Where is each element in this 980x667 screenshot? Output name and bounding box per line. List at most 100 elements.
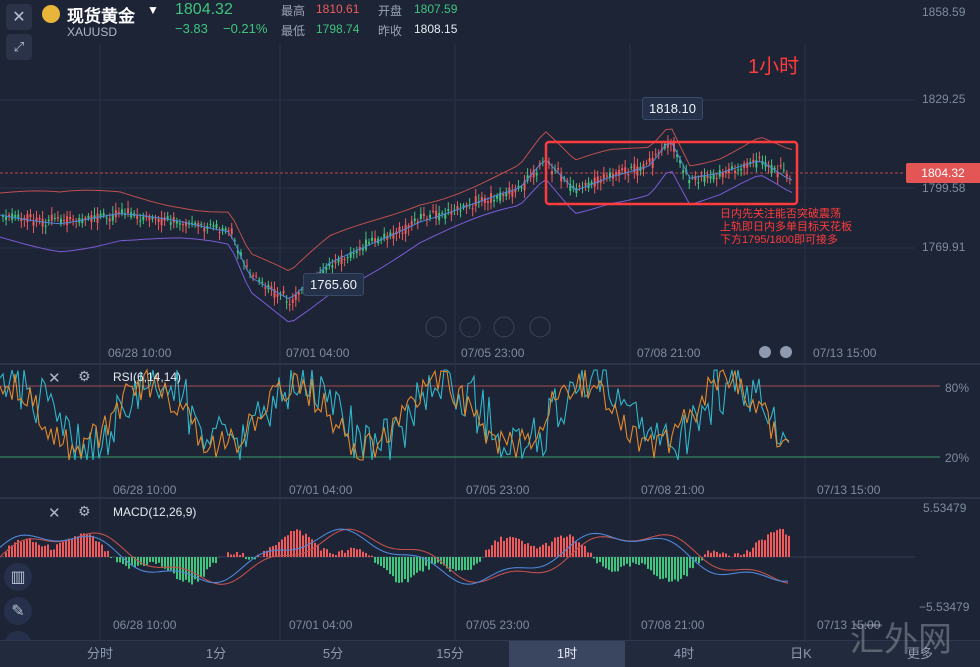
macd-histogram-bar [386, 557, 388, 570]
macd-histogram-bar [245, 557, 247, 559]
macd-histogram-bar [509, 537, 511, 557]
candle-body [209, 224, 211, 225]
candle-body [231, 228, 233, 234]
bollinger-lower [0, 172, 792, 322]
high-label: 最高 [281, 2, 305, 19]
candle-body [521, 187, 523, 188]
chart-type-icon[interactable]: ▥ [4, 563, 32, 591]
macd-histogram-bar [107, 551, 109, 557]
gear-icon[interactable]: ⚙ [78, 368, 91, 385]
macd-histogram-bar [158, 557, 160, 563]
macd-histogram-bar [320, 550, 322, 557]
macd-histogram-bar [617, 557, 619, 571]
macd-histogram-bar [278, 542, 280, 557]
candle-body [277, 294, 279, 297]
playback-control-icon [494, 317, 514, 337]
macd-histogram-bar [668, 557, 670, 582]
macd-histogram-bar [389, 557, 391, 574]
macd-histogram-bar [758, 540, 760, 557]
macd-histogram-bar [413, 557, 415, 575]
expand-icon[interactable]: ⤢ [6, 34, 32, 60]
macd-histogram-bar [185, 557, 187, 580]
macd-histogram-bar [152, 557, 154, 562]
candle-body [264, 287, 266, 288]
macd-histogram-bar [314, 543, 316, 557]
gear-icon[interactable]: ⚙ [78, 503, 91, 520]
macd-histogram-bar [710, 553, 712, 557]
candle-body [636, 166, 638, 175]
macd-histogram-bar [44, 546, 46, 557]
tab-5m[interactable]: 5分 [275, 641, 391, 667]
rsi-title: RSI(6,14,14) [113, 370, 181, 384]
pencil-icon[interactable]: ✎ [4, 597, 32, 625]
tab-15m[interactable]: 15分 [392, 641, 508, 667]
macd-histogram-bar [335, 555, 337, 557]
macd-histogram-bar [392, 557, 394, 576]
macd-histogram-bar [86, 534, 88, 557]
macd-histogram-bar [623, 557, 625, 566]
macd-histogram-bar [470, 557, 472, 570]
candle-body [170, 222, 172, 224]
candle-body [212, 226, 214, 227]
playback-control-icon [426, 317, 446, 337]
macd-histogram-bar [476, 557, 478, 564]
macd-histogram-bar [362, 552, 364, 557]
close-icon[interactable]: ✕ [6, 4, 32, 30]
macd-histogram-bar [536, 548, 538, 557]
macd-histogram-bar [29, 538, 31, 557]
candle-body [630, 167, 632, 168]
macd-histogram-bar [395, 557, 397, 582]
chevron-down-icon[interactable]: ▼ [147, 3, 159, 17]
macd-histogram-bar [533, 546, 535, 557]
macd-histogram-bar [92, 536, 94, 557]
macd-histogram-bar [41, 546, 43, 557]
tab-4h[interactable]: 4时 [626, 641, 742, 667]
candle-body [246, 265, 248, 266]
close-icon[interactable]: ✕ [48, 369, 61, 387]
macd-histogram-bar [308, 537, 310, 557]
macd-histogram-bar [161, 557, 163, 567]
x-label: 07/01 04:00 [289, 618, 352, 632]
candle-body [48, 220, 50, 221]
macd-histogram-bar [596, 557, 598, 563]
candle-body [182, 224, 184, 225]
macd-histogram-bar [269, 547, 271, 557]
close-icon[interactable]: ✕ [48, 504, 61, 522]
macd-histogram-bar [755, 542, 757, 557]
macd-histogram-bar [206, 557, 208, 569]
macd-histogram-bar [650, 557, 652, 570]
macd-histogram-bar [656, 557, 658, 576]
macd-histogram-bar [425, 557, 427, 566]
candle-body [72, 219, 74, 220]
candle-body [191, 223, 193, 224]
candle-body [344, 259, 346, 260]
macd-histogram-bar [527, 543, 529, 557]
macd-histogram-bar [248, 557, 250, 560]
macd-histogram-bar [53, 549, 55, 557]
candle-body [219, 232, 221, 233]
macd-histogram-bar [584, 546, 586, 557]
macd-histogram-bar [368, 555, 370, 557]
instrument-name[interactable]: 现货黄金 [67, 2, 135, 27]
macd-histogram-bar [35, 542, 37, 557]
tab-1h[interactable]: 1时 [509, 641, 625, 667]
current-price-tag: 1804.32 [906, 163, 980, 183]
candle-body [710, 176, 712, 178]
low-label: 最低 [281, 22, 305, 39]
prev-close-label: 昨收 [378, 22, 402, 39]
macd-histogram-bar [227, 552, 229, 557]
macd-histogram-bar [749, 552, 751, 557]
macd-histogram-bar [236, 552, 238, 557]
candle-body [45, 226, 47, 227]
tab-1[interactable]: 分时 [42, 641, 158, 667]
candle-body [127, 208, 129, 213]
macd-histogram-bar [767, 534, 769, 557]
pager-dot-icon [780, 346, 792, 358]
macd-histogram-bar [47, 545, 49, 557]
x-label: 07/13 15:00 [813, 346, 876, 360]
tab-1m[interactable]: 1分 [158, 641, 274, 667]
candle-body [151, 217, 153, 219]
tab-day[interactable]: 日K [743, 641, 859, 667]
candle-body [646, 163, 648, 164]
